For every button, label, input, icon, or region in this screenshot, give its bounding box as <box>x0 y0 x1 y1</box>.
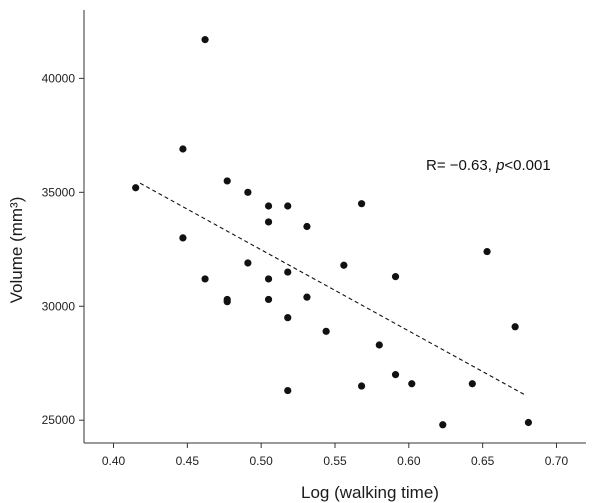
data-point <box>303 222 311 231</box>
data-point <box>284 386 292 395</box>
data-point <box>357 200 366 208</box>
data-point <box>179 145 187 153</box>
data-point <box>284 202 292 210</box>
y-axis: 25000 30000 35000 40000 <box>42 71 84 427</box>
x-tick-label: 0.40 <box>102 454 126 468</box>
data-point <box>284 314 292 322</box>
data-point <box>391 371 400 379</box>
x-tick-label: 0.70 <box>545 454 569 468</box>
x-axis-title: Log (walking time) <box>301 483 439 502</box>
regression-fit-line <box>139 182 526 396</box>
data-point <box>375 341 383 349</box>
p-value-text: <0.001 <box>504 157 550 174</box>
data-point <box>264 202 273 210</box>
data-point <box>264 295 273 304</box>
y-axis-title: Volume (mm³) <box>7 197 26 304</box>
x-tick-label: 0.55 <box>323 454 347 468</box>
y-tick-label: 40000 <box>42 71 76 85</box>
data-point <box>439 421 447 429</box>
data-point <box>244 188 252 196</box>
data-point <box>483 247 491 256</box>
data-point <box>524 418 533 427</box>
data-point <box>179 234 187 242</box>
x-tick-label: 0.60 <box>397 454 421 468</box>
data-point <box>201 275 209 283</box>
data-points-layer <box>132 36 533 429</box>
y-tick-label: 25000 <box>42 413 76 427</box>
data-point <box>468 380 476 388</box>
x-tick-label: 0.45 <box>176 454 200 468</box>
x-axis: 0.40 0.45 0.50 0.55 0.60 0.65 0.70 <box>102 443 569 468</box>
data-point <box>264 218 273 226</box>
correlation-annotation: R= −0.63, p<0.001 <box>426 157 551 174</box>
x-tick-label: 0.50 <box>249 454 273 468</box>
data-point <box>264 275 273 283</box>
data-point <box>223 298 231 306</box>
data-point <box>223 177 231 185</box>
x-tick-label: 0.65 <box>471 454 495 468</box>
correlation-text: R= −0.63, <box>426 157 496 174</box>
plot-frame <box>83 10 586 444</box>
data-point <box>244 259 252 267</box>
data-point <box>391 273 400 281</box>
data-point <box>357 382 366 390</box>
p-symbol: p <box>495 157 504 174</box>
data-point <box>303 293 311 301</box>
fit-line-layer <box>139 182 526 396</box>
y-tick-label: 30000 <box>42 299 76 313</box>
y-tick-label: 35000 <box>42 185 76 199</box>
data-point <box>201 36 209 44</box>
data-point <box>322 327 330 335</box>
data-point <box>132 184 140 192</box>
data-point <box>408 380 416 388</box>
data-point <box>511 323 519 331</box>
data-point <box>284 268 292 276</box>
data-point <box>340 261 348 269</box>
